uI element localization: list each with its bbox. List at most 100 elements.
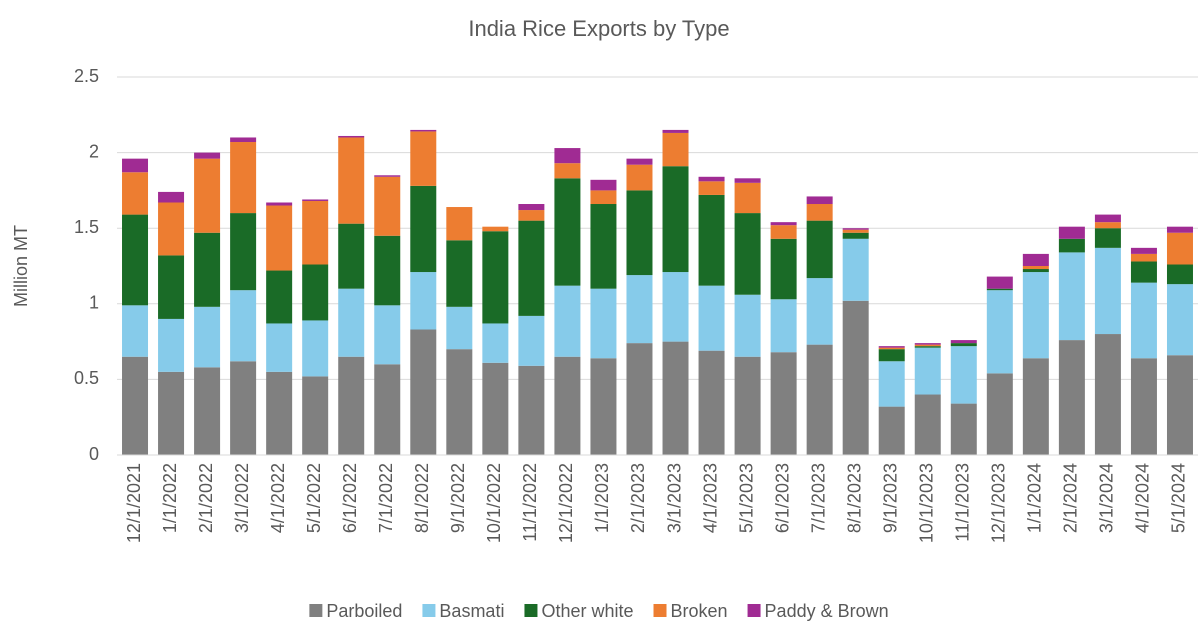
bar-segment: [914, 343, 941, 345]
y-tick-label: 2.5: [74, 66, 99, 86]
bar-segment: [842, 228, 869, 230]
bar-segment: [122, 172, 149, 215]
bar-segment: [590, 204, 617, 289]
bar-segment: [626, 164, 653, 191]
chart-title: India Rice Exports by Type: [468, 16, 729, 41]
bar-segment: [194, 367, 221, 455]
bar-segment: [518, 210, 545, 221]
x-tick-label: 7/1/2023: [808, 463, 828, 533]
bar-segment: [1094, 214, 1121, 223]
bar-segment: [230, 213, 257, 291]
bar-segment: [1058, 238, 1085, 253]
bar-segment: [122, 356, 149, 455]
bar-segment: [266, 205, 293, 271]
x-tick-label: 5/1/2024: [1169, 463, 1189, 533]
bar-segment: [986, 276, 1013, 289]
bar-segment: [734, 294, 761, 357]
bar-segment: [554, 285, 581, 357]
bar-segment: [158, 191, 185, 203]
bar-segment: [518, 220, 545, 316]
bar-segment: [950, 403, 977, 455]
bar-segment: [878, 346, 905, 348]
legend-swatch: [524, 604, 538, 617]
bar-segment: [1022, 253, 1049, 266]
bar-segment: [878, 349, 905, 362]
legend-label: Broken: [671, 601, 728, 621]
bar-segment: [698, 176, 725, 182]
bar-segment: [590, 179, 617, 191]
x-tick-label: 4/1/2023: [700, 463, 720, 533]
bar-segment: [662, 132, 689, 167]
bar-segment: [482, 362, 509, 455]
bar-segment: [1166, 232, 1193, 265]
bar-segment: [1166, 284, 1193, 356]
bar-segment: [518, 365, 545, 455]
x-tick-label: 4/1/2022: [268, 463, 288, 533]
bar-segment: [194, 232, 221, 307]
bar-segment: [770, 222, 797, 226]
x-tick-label: 6/1/2023: [772, 463, 792, 533]
bar-segment: [554, 356, 581, 455]
legend-swatch: [309, 604, 323, 617]
bar-segment: [338, 223, 365, 289]
x-tick-label: 8/1/2023: [844, 463, 864, 533]
x-tick-label: 12/1/2023: [989, 463, 1009, 543]
bar-segment: [842, 229, 869, 233]
bar-segment: [986, 373, 1013, 455]
bar-segment: [1094, 247, 1121, 335]
bar-segment: [374, 364, 401, 455]
bar-segment: [1130, 261, 1157, 283]
bar-segment: [1058, 340, 1085, 455]
x-tick-label: 1/1/2023: [592, 463, 612, 533]
bar-segment: [878, 361, 905, 407]
bar-segment: [374, 235, 401, 306]
y-axis-title: Million MT: [11, 225, 31, 307]
bar-segment: [734, 182, 761, 214]
bar-segment: [554, 148, 581, 164]
bar-segment: [518, 315, 545, 366]
x-tick-label: 3/1/2024: [1097, 463, 1117, 533]
bar-segment: [410, 129, 437, 132]
bar-segment: [626, 190, 653, 276]
bar-segment: [158, 202, 185, 256]
x-tick-label: 12/1/2021: [124, 463, 144, 543]
bar-segment: [662, 166, 689, 273]
bar-segment: [266, 371, 293, 455]
bar-segment: [554, 178, 581, 286]
bar-segment: [230, 142, 257, 214]
bar-segment: [770, 238, 797, 300]
bar-segment: [374, 305, 401, 365]
bar-segment: [122, 158, 149, 173]
bar-segment: [698, 194, 725, 286]
bar-segment: [122, 305, 149, 357]
bar-segment: [590, 358, 617, 455]
bar-segment: [482, 323, 509, 363]
x-tick-label: 9/1/2023: [880, 463, 900, 533]
bar-segment: [734, 356, 761, 455]
bar-segment: [446, 306, 473, 350]
bar-segment: [482, 226, 509, 232]
bar-segment: [914, 394, 941, 455]
bar-segment: [338, 137, 365, 224]
bar-segment: [1166, 226, 1193, 233]
y-tick-label: 2: [89, 141, 99, 161]
bar-segment: [770, 299, 797, 353]
bar-segment: [518, 204, 545, 211]
x-tick-label: 10/1/2022: [484, 463, 504, 543]
bar-segment: [734, 213, 761, 295]
bar-segment: [698, 350, 725, 455]
bar-segment: [662, 341, 689, 455]
bar-segment: [806, 278, 833, 345]
bar-segment: [302, 199, 329, 201]
legend-swatch: [747, 604, 761, 617]
y-tick-label: 1.5: [74, 217, 99, 237]
y-tick-label: 0: [89, 444, 99, 464]
bar-segment: [158, 255, 185, 319]
bar-segment: [230, 361, 257, 455]
bar-segment: [698, 181, 725, 195]
bar-segment: [1022, 272, 1049, 359]
bar-segment: [1130, 253, 1157, 262]
bar-segment: [1130, 358, 1157, 455]
bar-segment: [590, 288, 617, 359]
x-tick-label: 9/1/2022: [448, 463, 468, 533]
